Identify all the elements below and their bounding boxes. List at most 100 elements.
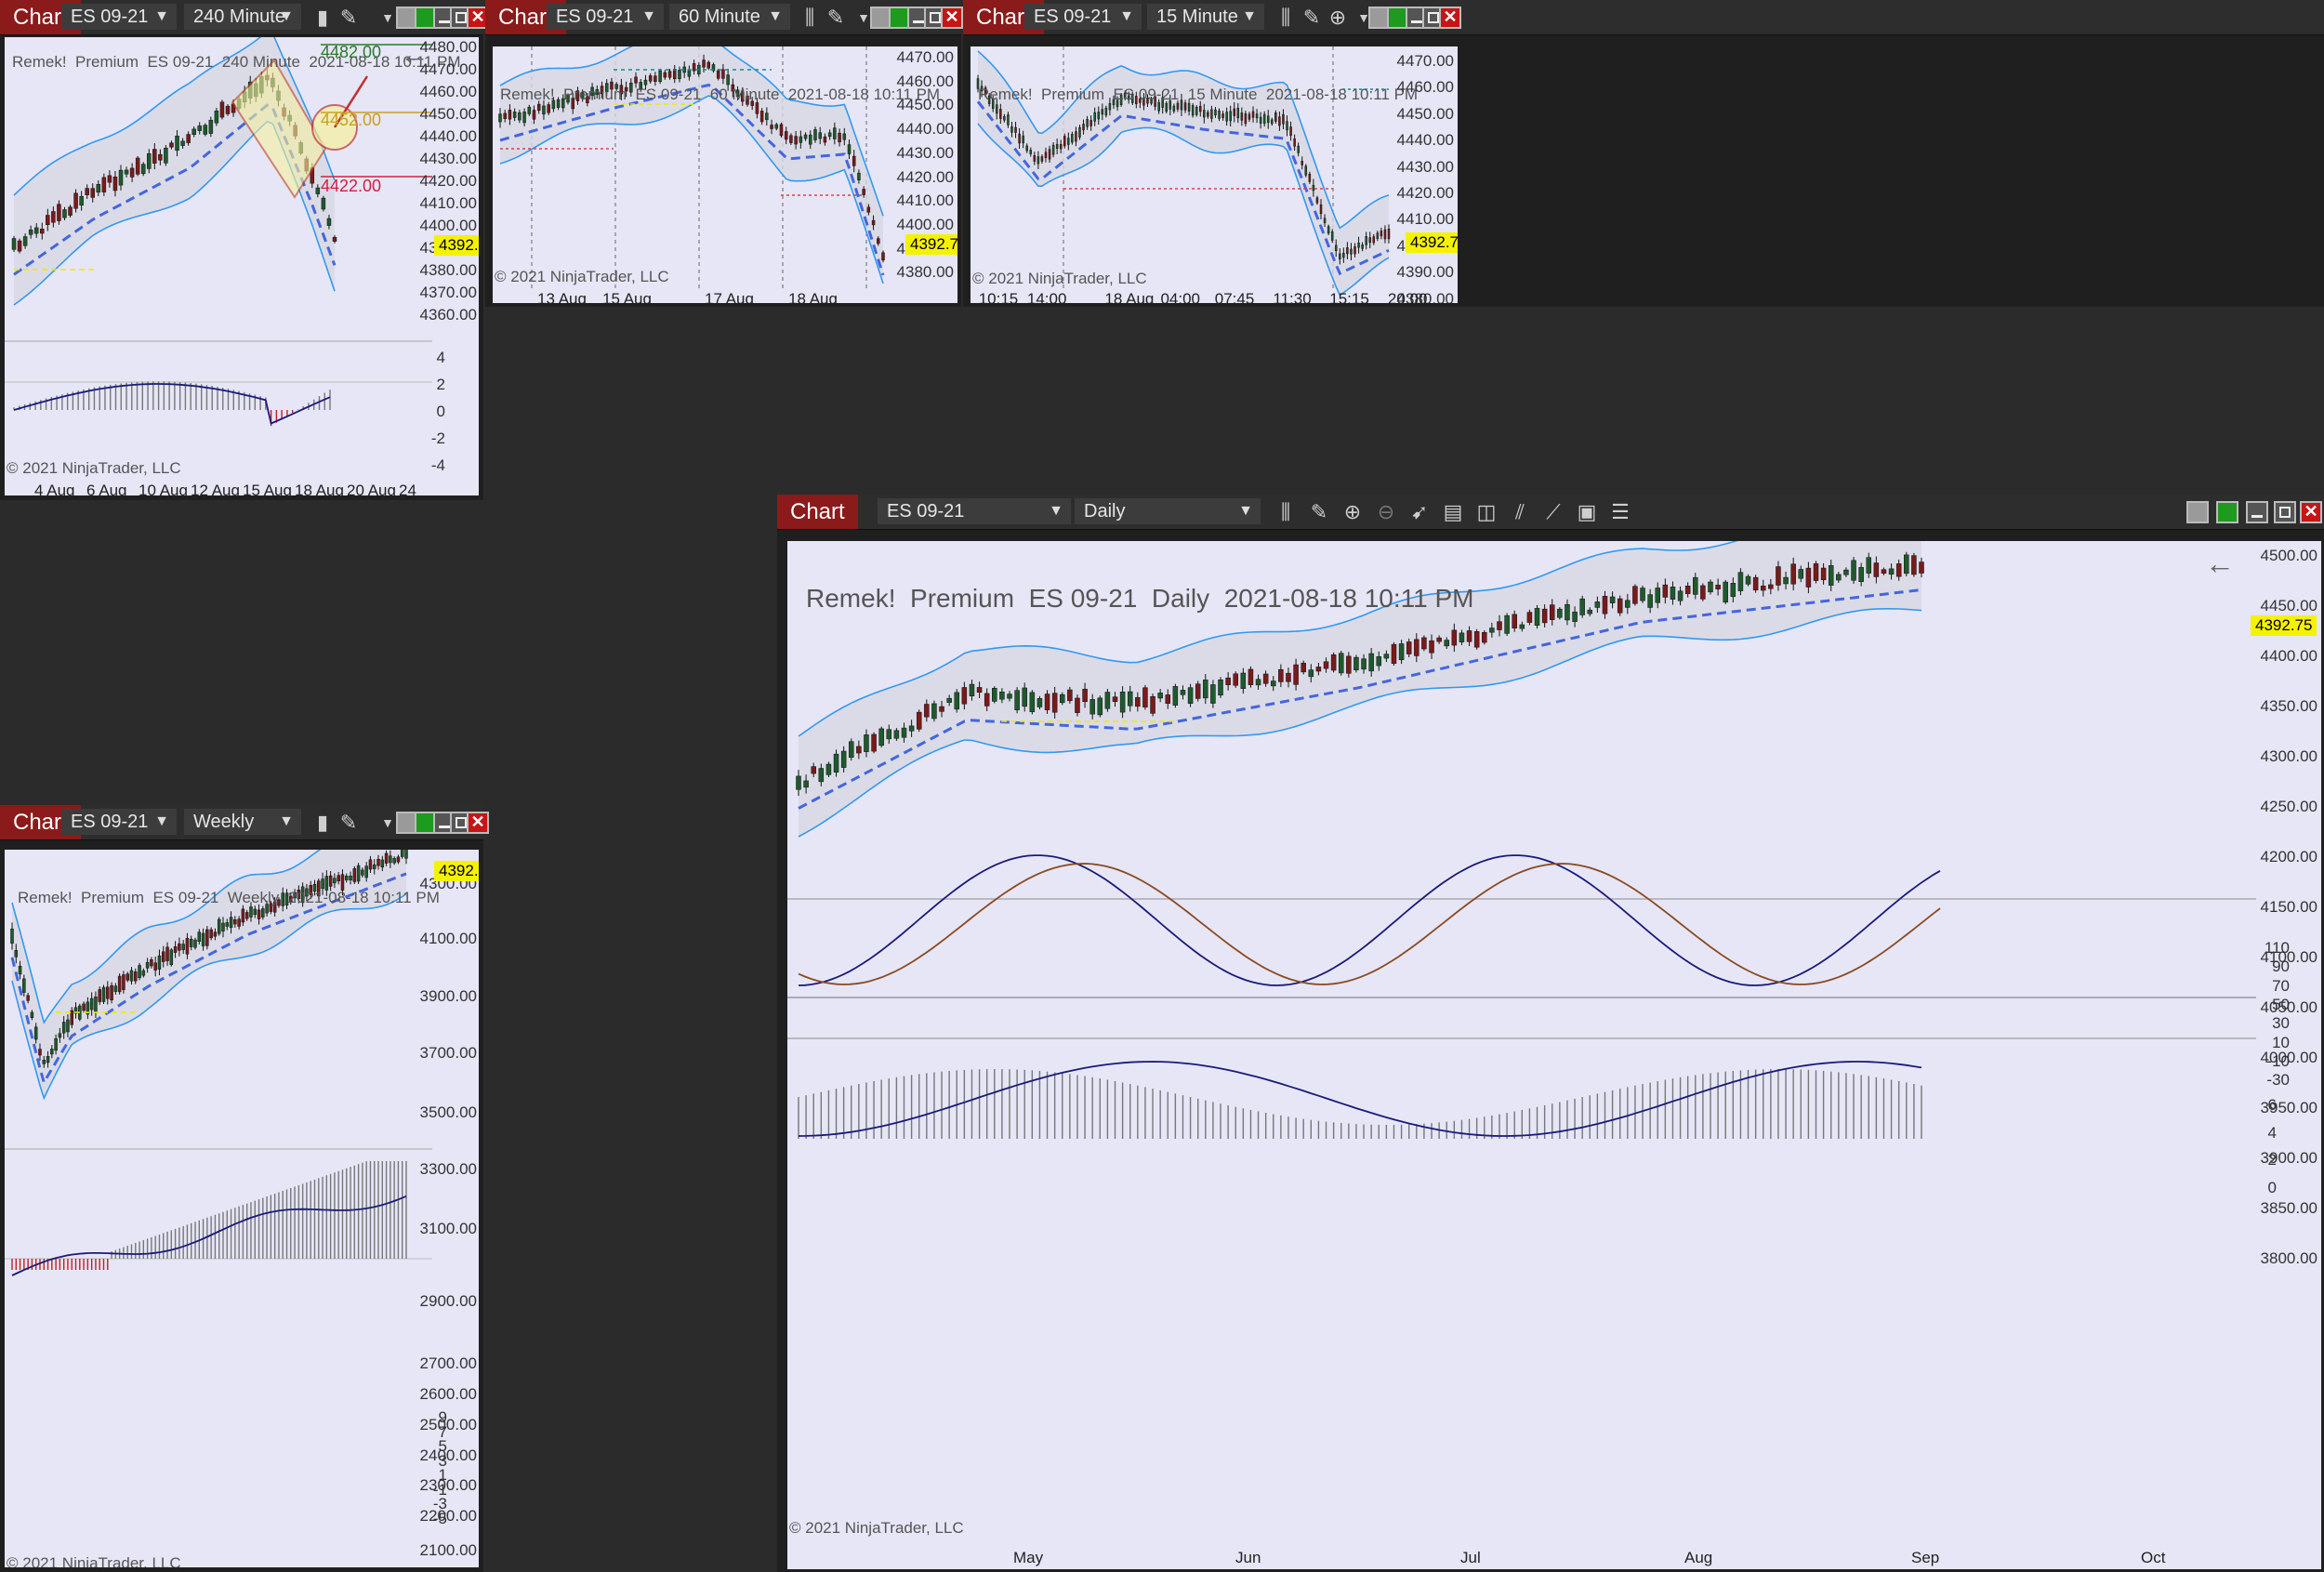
chart-tab[interactable]: Chart	[777, 495, 858, 529]
candle-body	[140, 164, 146, 175]
candle-body	[345, 876, 349, 880]
candle-body	[112, 177, 118, 192]
candle-body	[333, 878, 337, 884]
interval-selector[interactable]: Daily ▼	[1075, 498, 1261, 524]
window-link-button[interactable]	[2216, 501, 2238, 523]
candle-body	[1670, 587, 1676, 600]
object-list-icon[interactable]: ☰	[1611, 500, 1630, 523]
candle-body	[90, 188, 95, 198]
chart-window-15min: Chart ES 09-21 ▼ 15 Minute ▼ ⫼ ✎ ⊕ ▼ ✕ Rem…	[963, 0, 2324, 307]
back-arrow-icon[interactable]: ←	[2205, 547, 2235, 580]
zoom-out-icon[interactable]: ⊖	[1377, 500, 1395, 523]
candle-body	[1286, 121, 1288, 131]
time-axis-label: 17 Aug	[705, 290, 754, 303]
templates-icon[interactable]: ▣	[1577, 500, 1597, 523]
interval-value: 15 Minute	[1156, 7, 1238, 27]
chart-header: Remek! Premium ES 09-21 240 Minute 2021-…	[12, 53, 461, 71]
candle-body	[1723, 581, 1728, 603]
time-axis-label: 13 Aug	[537, 290, 587, 303]
candle-body	[1172, 686, 1179, 706]
pointer-icon[interactable]: ➹	[1410, 500, 1429, 523]
price-chart-area[interactable]: Remek! Premium ES 09-21 60 Minute 2021-0…	[493, 46, 957, 303]
bar-style-icon[interactable]: ⫼	[804, 6, 815, 29]
price-chart-area[interactable]: Remek! Premium ES 09-21 Weekly 2021-08-1…	[5, 850, 479, 1567]
interval-selector[interactable]: 60 Minute ▼	[669, 4, 790, 30]
bar-style-icon[interactable]: ▮	[316, 6, 329, 29]
price-axis-label: 4100.00	[419, 930, 477, 948]
price-axis-label: 4400.00	[2260, 647, 2317, 665]
dropdown-arrow-icon[interactable]: ▼	[381, 10, 394, 25]
drawing-tool-icon[interactable]: ✎	[339, 811, 358, 834]
instrument-selector[interactable]: ES 09-21 ▼	[61, 4, 177, 30]
candle-body	[229, 917, 233, 929]
price-axis-label: 4100.00	[2260, 948, 2317, 966]
dropdown-arrow-icon[interactable]: ▼	[381, 815, 394, 830]
candle-body	[833, 753, 839, 773]
chevron-down-icon: ▼	[279, 8, 294, 24]
close-button[interactable]: ✕	[1439, 7, 1461, 29]
candle-body	[1071, 133, 1074, 143]
data-box-icon[interactable]: ▤	[1443, 500, 1463, 523]
close-button[interactable]: ✕	[2300, 501, 2322, 523]
price-chart-area[interactable]: Remek! Premium ES 09-21 Daily 2021-08-18…	[787, 541, 2321, 1569]
candle-body	[857, 172, 861, 180]
window-color-button[interactable]	[2186, 501, 2209, 523]
instrument-selector[interactable]: ES 09-21 ▼	[61, 809, 177, 835]
candle-body	[1319, 204, 1323, 215]
instrument-selector[interactable]: ES 09-21 ▼	[1024, 4, 1142, 30]
candle-body	[1176, 102, 1180, 110]
back-arrow-icon[interactable]: ←	[400, 37, 429, 71]
candle-body	[1473, 631, 1480, 648]
instrument-selector[interactable]: ES 09-21 ▼	[547, 4, 664, 30]
drawing-tool-icon[interactable]: ✎	[826, 6, 845, 29]
time-axis-label: 10:15	[978, 290, 1019, 303]
candle-body	[518, 112, 522, 121]
dropdown-arrow-icon[interactable]: ▼	[857, 10, 870, 25]
zoom-in-icon[interactable]: ⊕	[1328, 6, 1347, 29]
price-chart-area[interactable]: Remek! Premium ES 09-21 15 Minute 2021-0…	[971, 46, 1458, 303]
candle-body	[1180, 690, 1186, 695]
time-axis-label: Jun	[1235, 1549, 1261, 1566]
maximize-button[interactable]	[2274, 501, 2296, 523]
oscillator-axis-label: 3	[438, 1451, 447, 1470]
candle-body	[96, 184, 101, 193]
strategies-icon[interactable]: ⟋	[1546, 500, 1561, 523]
candle-body	[1297, 145, 1300, 153]
candle-body	[1293, 139, 1296, 147]
interval-selector[interactable]: 240 Minute ▼	[184, 4, 301, 30]
drawing-tool-icon[interactable]: ✎	[1302, 6, 1321, 29]
candle-body	[961, 687, 968, 705]
candle-body	[1451, 629, 1458, 646]
price-chart-area[interactable]: Remek! Premium ES 09-21 240 Minute 2021-…	[5, 37, 479, 495]
indicators-icon[interactable]: ⫽	[1515, 500, 1525, 523]
dropdown-arrow-icon[interactable]: ▼	[1357, 10, 1370, 25]
close-button[interactable]: ✕	[941, 7, 963, 29]
instrument-selector[interactable]: ES 09-21 ▼	[878, 498, 1071, 524]
candle-body	[687, 69, 692, 77]
candle-body	[571, 98, 574, 110]
drawing-tool-icon[interactable]: ✎	[339, 6, 358, 29]
time-axis-label: 24 Aug	[399, 482, 416, 495]
candle-body	[1482, 631, 1487, 643]
candle-body	[1104, 692, 1111, 709]
candle-body	[1587, 609, 1593, 614]
close-button[interactable]: ✕	[467, 812, 489, 834]
candle-body	[849, 741, 854, 759]
candle-body	[1127, 691, 1133, 707]
interval-value: Weekly	[193, 812, 255, 832]
candle-body	[980, 86, 984, 92]
candle-body	[1218, 110, 1221, 119]
bar-style-icon[interactable]: ⫼	[1280, 500, 1291, 523]
candle-body	[1191, 105, 1195, 116]
interval-selector[interactable]: Weekly ▼	[184, 809, 301, 835]
properties-icon[interactable]: ◫	[1476, 500, 1497, 523]
zoom-in-icon[interactable]: ⊕	[1343, 500, 1362, 523]
bar-style-icon[interactable]: ⫼	[1280, 6, 1291, 29]
chart-toolbar: Chart ES 09-21 ▼ Daily ▼ ⫼ ✎ ⊕ ⊖ ➹ ▤ ◫ ⫽ ⟋…	[777, 495, 2324, 530]
candle-body	[54, 1037, 58, 1051]
bar-style-icon[interactable]: ▮	[316, 811, 329, 834]
drawing-tool-icon[interactable]: ✎	[1310, 500, 1328, 523]
minimize-button[interactable]	[2246, 501, 2268, 523]
candle-body	[349, 875, 352, 880]
interval-selector[interactable]: 15 Minute ▼	[1147, 4, 1264, 30]
